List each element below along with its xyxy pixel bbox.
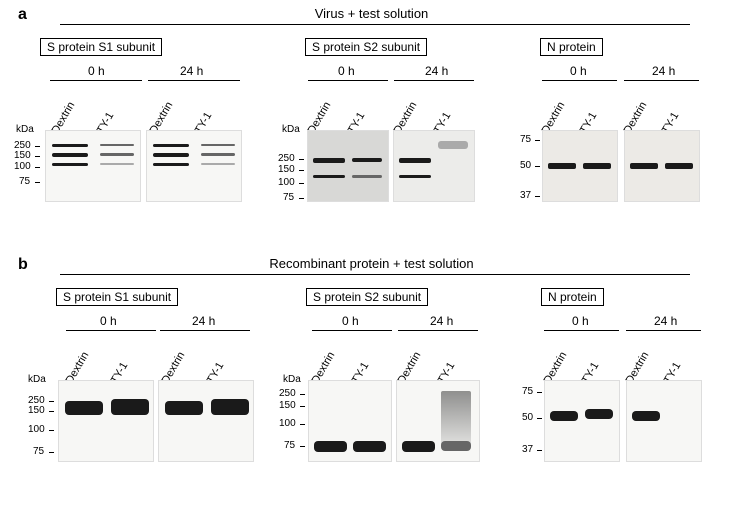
panel-b-title: Recombinant protein + test solution bbox=[0, 256, 743, 271]
panel-a-blot2-img1 bbox=[393, 130, 475, 202]
panel-a-blot1-tp0: 0 h bbox=[88, 64, 105, 78]
panel-b-blot1-mw1: 150 bbox=[28, 405, 45, 416]
panel-b-blot1-tp1: 24 h bbox=[192, 314, 215, 328]
panel-b-blot1-mw2: 100 bbox=[28, 424, 45, 435]
panel-a-blot1-mw2: 100 bbox=[14, 161, 31, 172]
panel-a-blot1-tp1: 24 h bbox=[180, 64, 203, 78]
panel-b-blot3-img0 bbox=[544, 380, 620, 462]
panel-b-blot2-mw1: 150 bbox=[279, 400, 296, 411]
panel-a-blot2-mw0: 250 bbox=[278, 153, 295, 164]
panel-b-blot1-tp0: 0 h bbox=[100, 314, 117, 328]
panel-a-blot2-mw1: 150 bbox=[278, 164, 295, 175]
panel-a-blot1-img0 bbox=[45, 130, 141, 202]
tick bbox=[299, 198, 304, 199]
panel-a-kda-2: kDa bbox=[282, 124, 300, 135]
panel-b-blot2-tp1: 24 h bbox=[430, 314, 453, 328]
panel-a-blot3-mw0: 75 bbox=[520, 134, 531, 145]
panel-b-blot1-img1 bbox=[158, 380, 254, 462]
tick bbox=[535, 140, 540, 141]
panel-a-blot1-mw1: 150 bbox=[14, 150, 31, 161]
tick bbox=[537, 450, 542, 451]
tick bbox=[300, 446, 305, 447]
tick bbox=[35, 167, 40, 168]
panel-a-blot3-img0 bbox=[542, 130, 618, 202]
panel-a-blot2-img0 bbox=[307, 130, 389, 202]
panel-b-rule bbox=[60, 274, 690, 275]
panel-a-blot3-tp1: 24 h bbox=[652, 64, 675, 78]
panel-b-kda-2: kDa bbox=[283, 374, 301, 385]
panel-b-blot3-tp0-rule bbox=[544, 330, 619, 331]
panel-b-blot3-mw0: 75 bbox=[522, 386, 533, 397]
panel-b-blot2-mw3: 75 bbox=[284, 440, 295, 451]
panel-a-blot2-tp1: 24 h bbox=[425, 64, 448, 78]
tick bbox=[535, 196, 540, 197]
panel-b-blot2-mw2: 100 bbox=[279, 418, 296, 429]
panel-a-blot3-tp1-rule bbox=[624, 80, 699, 81]
panel-a-rule bbox=[60, 24, 690, 25]
tick bbox=[35, 146, 40, 147]
panel-a-title: Virus + test solution bbox=[0, 6, 743, 21]
panel-b-blot2-mw0: 250 bbox=[279, 388, 296, 399]
tick bbox=[35, 182, 40, 183]
tick bbox=[537, 418, 542, 419]
panel-b-blot2-tp0: 0 h bbox=[342, 314, 359, 328]
tick bbox=[535, 166, 540, 167]
tick bbox=[300, 424, 305, 425]
tick bbox=[49, 401, 54, 402]
panel-a-blot3-title: N protein bbox=[540, 38, 603, 56]
tick bbox=[300, 406, 305, 407]
tick bbox=[299, 159, 304, 160]
tick bbox=[49, 452, 54, 453]
tick bbox=[35, 156, 40, 157]
panel-b-blot1-tp1-rule bbox=[160, 330, 250, 331]
panel-a-blot2-tp0-rule bbox=[308, 80, 388, 81]
panel-b-blot2-img1 bbox=[396, 380, 480, 462]
tick bbox=[299, 183, 304, 184]
panel-a-blot2-mw2: 100 bbox=[278, 177, 295, 188]
panel-a-blot1-tp0-rule bbox=[50, 80, 142, 81]
panel-a-blot3-mw1: 50 bbox=[520, 160, 531, 171]
panel-b-blot2-tp0-rule bbox=[312, 330, 392, 331]
tick bbox=[299, 170, 304, 171]
panel-a-blot3-mw2: 37 bbox=[520, 190, 531, 201]
panel-a-blot3-tp0-rule bbox=[542, 80, 617, 81]
panel-b-blot1-tp0-rule bbox=[66, 330, 156, 331]
panel-b-blot3-tp0: 0 h bbox=[572, 314, 589, 328]
panel-b-blot1-img0 bbox=[58, 380, 154, 462]
panel-b-blot1-mw3: 75 bbox=[33, 446, 44, 457]
tick bbox=[537, 392, 542, 393]
panel-a-blot2-tp1-rule bbox=[394, 80, 474, 81]
panel-a-kda-1: kDa bbox=[16, 124, 34, 135]
panel-a-blot1-mw3: 75 bbox=[19, 176, 30, 187]
panel-a-blot1-title: S protein S1 subunit bbox=[40, 38, 162, 56]
panel-a-blot2-mw3: 75 bbox=[283, 192, 294, 203]
tick bbox=[300, 394, 305, 395]
panel-b-blot3-title: N protein bbox=[541, 288, 604, 306]
panel-a-blot2-tp0: 0 h bbox=[338, 64, 355, 78]
panel-b-blot3-img1 bbox=[626, 380, 702, 462]
panel-b-blot2-tp1-rule bbox=[398, 330, 478, 331]
panel-a-blot3-tp0: 0 h bbox=[570, 64, 587, 78]
tick bbox=[49, 411, 54, 412]
figure-root: a Virus + test solution S protein S1 sub… bbox=[0, 0, 743, 509]
panel-b-kda-1: kDa bbox=[28, 374, 46, 385]
panel-a-blot3-img1 bbox=[624, 130, 700, 202]
panel-b-blot3-tp1-rule bbox=[626, 330, 701, 331]
panel-a-blot1-tp1-rule bbox=[148, 80, 240, 81]
panel-b-blot3-mw1: 50 bbox=[522, 412, 533, 423]
panel-b-blot1-title: S protein S1 subunit bbox=[56, 288, 178, 306]
tick bbox=[49, 430, 54, 431]
panel-a-blot2-title: S protein S2 subunit bbox=[305, 38, 427, 56]
panel-b-blot3-mw2: 37 bbox=[522, 444, 533, 455]
panel-a-blot1-img1 bbox=[146, 130, 242, 202]
panel-b-blot2-title: S protein S2 subunit bbox=[306, 288, 428, 306]
panel-b-blot2-img0 bbox=[308, 380, 392, 462]
panel-b-blot3-tp1: 24 h bbox=[654, 314, 677, 328]
